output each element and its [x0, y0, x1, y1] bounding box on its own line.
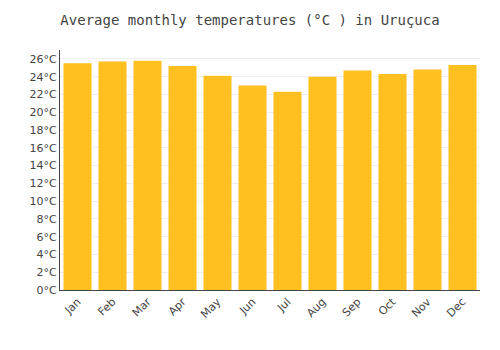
svg-text:20°C: 20°C	[30, 106, 57, 119]
svg-text:Oct: Oct	[376, 295, 399, 318]
svg-text:Jan: Jan	[62, 296, 84, 318]
svg-text:18°C: 18°C	[30, 124, 57, 137]
svg-text:8°C: 8°C	[37, 213, 57, 226]
svg-text:22°C: 22°C	[30, 88, 57, 101]
svg-text:14°C: 14°C	[30, 159, 57, 172]
svg-text:0°C: 0°C	[37, 284, 57, 297]
svg-text:Sep: Sep	[340, 296, 364, 320]
svg-text:Jul: Jul	[274, 296, 293, 315]
svg-text:Average monthly temperatures (: Average monthly temperatures (°C ) in Ur…	[60, 12, 439, 28]
svg-text:May: May	[198, 295, 224, 321]
svg-text:12°C: 12°C	[30, 177, 57, 190]
svg-text:4°C: 4°C	[37, 248, 57, 261]
svg-text:Nov: Nov	[409, 295, 434, 320]
svg-text:24°C: 24°C	[30, 71, 57, 84]
svg-text:6°C: 6°C	[37, 231, 57, 244]
svg-text:Mar: Mar	[130, 295, 154, 319]
svg-text:Jun: Jun	[236, 295, 258, 317]
svg-text:Aug: Aug	[304, 296, 328, 320]
svg-text:Apr: Apr	[166, 295, 189, 318]
svg-text:10°C: 10°C	[30, 195, 57, 208]
svg-text:Feb: Feb	[96, 296, 119, 319]
svg-text:26°C: 26°C	[30, 53, 57, 66]
svg-text:16°C: 16°C	[30, 142, 57, 155]
svg-text:Dec: Dec	[444, 296, 468, 320]
svg-text:2°C: 2°C	[37, 266, 57, 279]
